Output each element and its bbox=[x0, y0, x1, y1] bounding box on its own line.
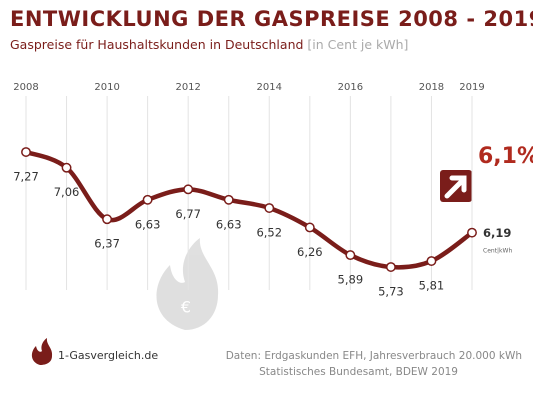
value-label: 6,37 bbox=[94, 237, 120, 251]
point bbox=[102, 214, 113, 225]
value-label: 6,52 bbox=[256, 226, 282, 240]
svg-text:€: € bbox=[181, 298, 191, 317]
point bbox=[21, 147, 31, 157]
logo-icon bbox=[31, 338, 53, 365]
value-label: 6,63 bbox=[216, 217, 242, 231]
value-label: 6,19 bbox=[483, 226, 511, 240]
trend-arrow bbox=[440, 170, 472, 202]
unit-label: Cent|kWh bbox=[483, 248, 512, 255]
point bbox=[304, 222, 315, 233]
chart-title: ENTWICKLUNG DER GASPREISE 2008 - 2019 bbox=[10, 7, 533, 31]
source-site: 1-Gasvergleich.de bbox=[58, 349, 158, 362]
unit-note: [in Cent je kWh] bbox=[307, 37, 408, 52]
x-tick-label: 2012 bbox=[175, 82, 200, 93]
change-annotation: 6,1% bbox=[478, 144, 533, 169]
subtitle: Gaspreise für Haushaltskunden in Deutsch… bbox=[10, 37, 408, 52]
point bbox=[61, 162, 72, 173]
price-line bbox=[23, 149, 475, 270]
value-label: 6,63 bbox=[135, 217, 161, 231]
x-tick-label: 2010 bbox=[94, 82, 119, 93]
value-label: 5,89 bbox=[338, 273, 364, 287]
point bbox=[264, 203, 275, 213]
value-label: 7,27 bbox=[13, 170, 39, 184]
source-note: Statistisches Bundesamt, BDEW 2019 bbox=[259, 366, 458, 378]
x-tick-label: 2016 bbox=[338, 82, 363, 93]
point bbox=[223, 194, 234, 205]
value-label: 6,26 bbox=[297, 245, 323, 259]
point bbox=[426, 256, 437, 266]
point bbox=[345, 250, 356, 261]
source-note: Daten: Erdgaskunden EFH, Jahresverbrauch… bbox=[226, 350, 522, 362]
point bbox=[385, 262, 396, 272]
point bbox=[467, 227, 477, 238]
value-label: 7,06 bbox=[54, 185, 80, 199]
point bbox=[142, 194, 153, 205]
value-label: 5,73 bbox=[378, 285, 404, 299]
plot bbox=[25, 96, 473, 290]
value-label: 5,81 bbox=[419, 279, 445, 293]
flame-icon: € bbox=[156, 238, 219, 330]
x-tick-label: 2014 bbox=[257, 82, 282, 93]
subtitle-main: Gaspreise für Haushaltskunden in Deutsch… bbox=[10, 37, 303, 52]
point bbox=[183, 184, 194, 195]
x-tick-label: 2008 bbox=[13, 82, 38, 93]
value-label: 6,77 bbox=[175, 207, 201, 221]
x-tick-label: 2019 bbox=[459, 82, 484, 93]
x-tick-label: 2018 bbox=[419, 82, 444, 93]
